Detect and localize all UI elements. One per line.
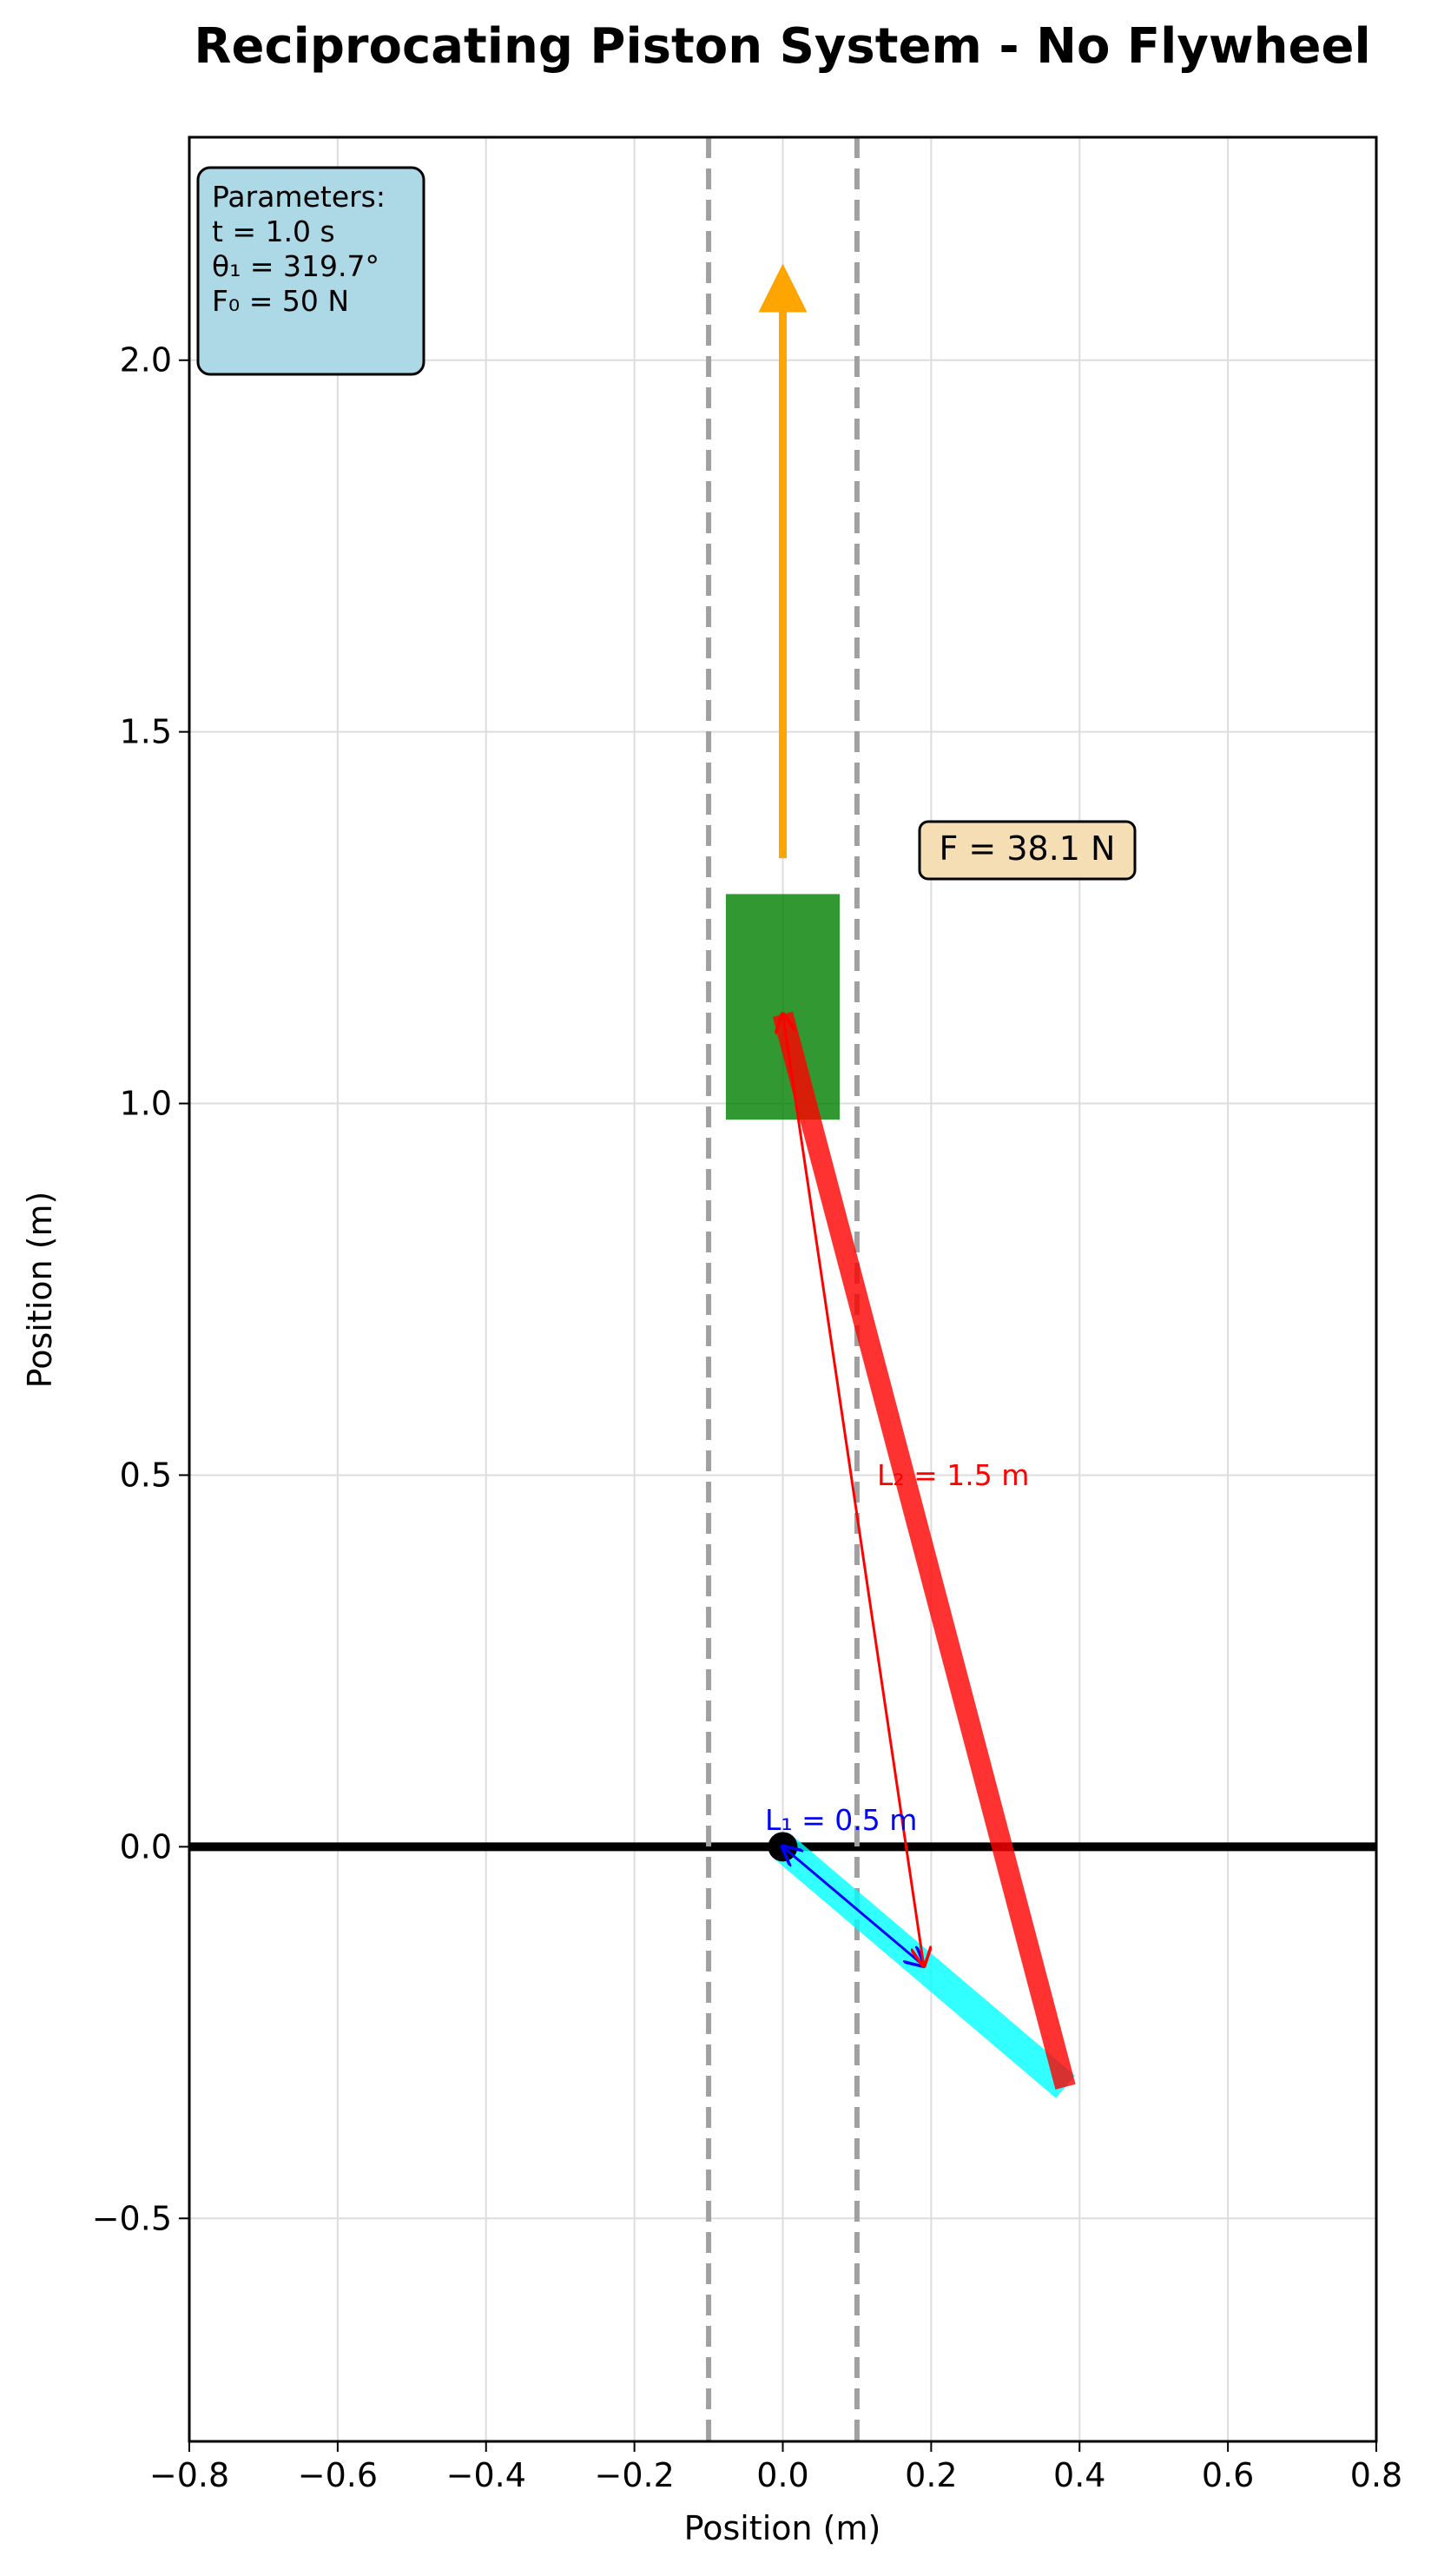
x-tick-label: 0.0: [756, 2456, 808, 2494]
parameter-force: F₀ = 50 N: [212, 284, 349, 318]
L1-dimension-arrow: [783, 1846, 924, 1965]
x-tick-label: −0.2: [594, 2456, 674, 2494]
x-axis-ticks: −0.8 −0.6 −0.4 −0.2 0.0 0.2 0.4 0.6 0.8: [149, 2441, 1402, 2494]
y-tick-label: −0.5: [92, 2199, 172, 2237]
parameter-time: t = 1.0 s: [212, 215, 335, 248]
x-tick-label: 0.8: [1350, 2456, 1402, 2494]
x-tick-label: 0.2: [905, 2456, 957, 2494]
y-tick-label: 0.5: [120, 1456, 172, 1494]
x-tick-label: −0.6: [298, 2456, 378, 2494]
force-label: F = 38.1 N: [940, 829, 1116, 868]
force-arrow-head: [758, 263, 808, 313]
L2-label: L₂ = 1.5 m: [877, 1458, 1029, 1492]
connecting-rod: [772, 1011, 1076, 2090]
parameters-box: Parameters: t = 1.0 s θ₁ = 319.7° F₀ = 5…: [196, 166, 425, 376]
force-label-box: F = 38.1 N: [918, 820, 1137, 881]
y-axis-ticks: −0.5 0.0 0.5 1.0 1.5 2.0: [92, 341, 189, 2237]
x-tick-label: 0.4: [1053, 2456, 1105, 2494]
y-tick-label: 1.5: [120, 713, 172, 751]
piston-block: [725, 894, 841, 1120]
x-tick-label: −0.4: [446, 2456, 526, 2494]
y-tick-label: 0.0: [120, 1827, 172, 1866]
parameter-theta: θ₁ = 319.7°: [212, 249, 379, 283]
L1-label: L₁ = 0.5 m: [765, 1803, 917, 1837]
parameters-heading: Parameters:: [212, 180, 386, 214]
chart-title: Reciprocating Piston System - No Flywhee…: [194, 18, 1370, 75]
x-tick-label: 0.6: [1202, 2456, 1254, 2494]
y-tick-label: 2.0: [120, 341, 172, 380]
parameters-box-background: [196, 166, 425, 376]
y-axis-label: Position (m): [21, 1192, 59, 1389]
force-label-background: [918, 820, 1137, 881]
y-tick-label: 1.0: [120, 1085, 172, 1123]
L2-dimension-arrow: [783, 1014, 924, 1965]
x-tick-label: −0.8: [149, 2456, 229, 2494]
x-axis-label: Position (m): [684, 2509, 881, 2547]
mechanism: [189, 137, 1376, 2441]
